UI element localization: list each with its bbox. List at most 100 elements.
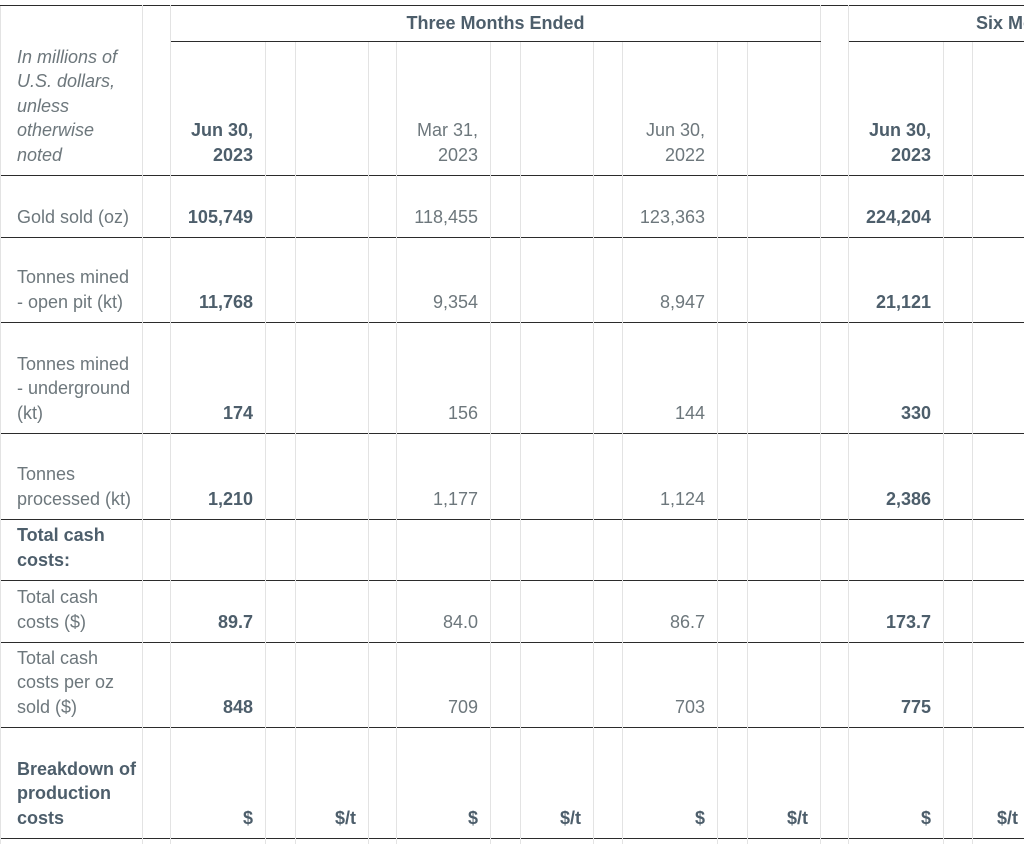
table-cell [943, 41, 974, 176]
unit-label: $/t [520, 727, 594, 839]
table-cell [972, 838, 1024, 844]
table-cell [593, 838, 623, 844]
table-cell [943, 727, 974, 839]
table-cell [520, 642, 594, 728]
table-value: 703 [622, 642, 718, 728]
table-cell [490, 519, 521, 581]
row-label: Tonnes mined - open pit (kt) [0, 237, 143, 323]
table-cell [848, 519, 945, 581]
column-header: In millions of U.S. dollars, unless othe… [0, 41, 143, 176]
table-cell [265, 237, 296, 323]
table-cell [717, 433, 748, 520]
table-cell [368, 237, 397, 323]
table-cell [717, 642, 748, 728]
table-cell [396, 519, 491, 581]
table-cell [520, 580, 594, 643]
column-header: Mar 31, 2023 [396, 41, 491, 176]
table-cell [142, 41, 171, 176]
table-value: 144 [622, 322, 718, 434]
unit-label: $ [170, 727, 266, 839]
table-cell [820, 322, 850, 434]
table-cell [746, 433, 822, 520]
table-cell [820, 41, 850, 176]
unit-label: $ [396, 727, 491, 839]
table-cell [520, 322, 594, 434]
table-cell [520, 237, 594, 323]
table-cell [717, 322, 748, 434]
table-cell [490, 580, 521, 643]
table-cell [593, 642, 623, 728]
table-cell [943, 433, 974, 520]
table-cell [520, 838, 594, 844]
table-value: 11,768 [170, 237, 266, 323]
column-header: Jun 30, 2023 [848, 41, 945, 176]
table-row: In millions of U.S. dollars, unless othe… [0, 41, 1024, 176]
table-cell [142, 838, 171, 844]
table-cell [820, 838, 850, 844]
column-header: Jun 30, 2023 [170, 41, 266, 176]
table-row: Three Months Ended Six Months Ended [0, 5, 1024, 42]
table-cell [368, 41, 397, 176]
table-cell [820, 175, 850, 238]
table-value: 105,749 [170, 175, 266, 238]
table-cell [746, 642, 822, 728]
unit-label: $ [848, 727, 945, 839]
row-label: Gold sold (oz) [0, 175, 143, 238]
table-cell [820, 237, 850, 323]
table-cell [972, 580, 1024, 643]
table-cell [490, 727, 521, 839]
table-cell [368, 519, 397, 581]
table-cell [717, 727, 748, 839]
unit-label: $ [622, 727, 718, 839]
table-cell [265, 838, 296, 844]
table-cell [142, 322, 171, 434]
table-cell [593, 175, 623, 238]
table-cell [142, 433, 171, 520]
table-value: 9,354 [396, 237, 491, 323]
table-cell [593, 41, 623, 176]
production-table: Three Months Ended Six Months Ended In mil… [0, 5, 1024, 844]
table-cell [520, 41, 594, 176]
table-cell [142, 237, 171, 323]
table-cell [490, 41, 521, 176]
table-cell [943, 580, 974, 643]
table-value: 848 [170, 642, 266, 728]
table-body: Three Months Ended Six Months Ended In mil… [0, 5, 1024, 844]
table-cell [170, 838, 266, 844]
table-row [0, 838, 1024, 844]
table-cell [368, 580, 397, 643]
table-cell [746, 237, 822, 323]
table-value: 1,124 [622, 433, 718, 520]
table-cell [142, 175, 171, 238]
table-cell [490, 838, 521, 844]
unit-label: $/t [972, 727, 1024, 839]
table-row: Tonnes mined - underground (kt) 174 156 144… [0, 322, 1024, 434]
table-cell [170, 519, 266, 581]
table-cell [368, 175, 397, 238]
table-cell [265, 41, 296, 176]
table-cell [972, 519, 1024, 581]
table-cell [746, 519, 822, 581]
table-value: 1,210 [170, 433, 266, 520]
table-cell [396, 838, 491, 844]
table-cell [490, 237, 521, 323]
table-cell [593, 580, 623, 643]
table-row: Tonnes mined - open pit (kt) 11,768 9,354 8… [0, 237, 1024, 323]
table-cell [972, 175, 1024, 238]
table-value: 118,455 [396, 175, 491, 238]
group-header: Six Months Ended [848, 5, 1024, 42]
table-row: Total cash costs: [0, 519, 1024, 581]
table-cell [520, 519, 594, 581]
row-label: Total cash costs: [0, 519, 143, 581]
table-cell [943, 175, 974, 238]
table-cell [368, 727, 397, 839]
table-cell [490, 175, 521, 238]
table-value: 89.7 [170, 580, 266, 643]
table-row: Total cash costs per oz sold ($) 848 709 70… [0, 642, 1024, 728]
table-cell [368, 642, 397, 728]
table-cell [490, 642, 521, 728]
table-value: 8,947 [622, 237, 718, 323]
table-cell [717, 580, 748, 643]
table-cell [593, 519, 623, 581]
table-cell [265, 433, 296, 520]
